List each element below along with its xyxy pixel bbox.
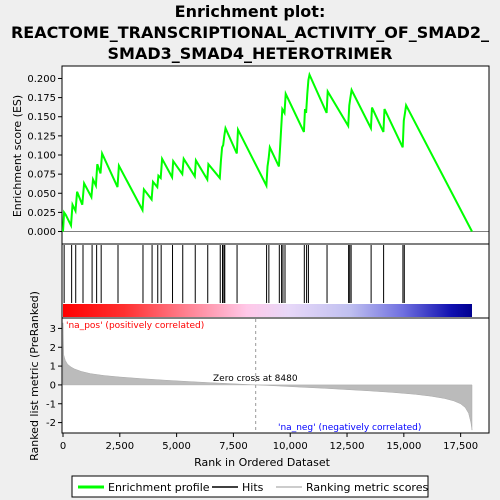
metric-y-tick-label: -2	[46, 418, 56, 429]
x-axis-title: Rank in Ordered Dataset	[194, 456, 331, 469]
es-y-tick-label: 0.150	[27, 112, 56, 123]
es-y-tick-label: 0.100	[27, 151, 56, 162]
x-tick-label: 10,000	[273, 441, 308, 452]
legend-hits-label: Hits	[242, 481, 264, 494]
x-tick-label: 15,000	[386, 441, 421, 452]
es-y-axis-title: Enrichment score (ES)	[11, 95, 24, 217]
x-tick-label: 0	[60, 441, 66, 452]
metric-y-tick-label: -1	[46, 399, 56, 410]
enrichment-profile-line	[62, 71, 473, 232]
es-y-tick-label: 0.200	[27, 74, 56, 85]
x-tick-label: 12,500	[330, 441, 365, 452]
legend-metric-label: Ranking metric scores	[306, 481, 428, 494]
metric-y-tick-label: 0	[50, 380, 56, 391]
x-tick-label: 7,500	[219, 441, 248, 452]
chart-title-line-2: REACTOME_TRANSCRIPTIONAL_ACTIVITY_OF_SMA…	[11, 23, 489, 42]
x-tick-label: 5,000	[162, 441, 191, 452]
es-y-tick-label: 0.075	[27, 170, 56, 181]
neg-correlated-label: 'na_neg' (negatively correlated)	[278, 423, 421, 433]
es-y-tick-label: 0.050	[27, 189, 56, 200]
x-tick-label: 2,500	[105, 441, 134, 452]
es-panel	[61, 65, 490, 245]
chart-title-line-3: SMAD3_SMAD4_HETEROTRIMER	[108, 44, 393, 63]
pos-correlated-label: 'na_pos' (positively correlated)	[66, 321, 204, 331]
legend-box	[71, 475, 429, 498]
es-y-tick-label: 0.175	[27, 93, 56, 104]
metric-y-axis-title: Ranked list metric (PreRanked)	[28, 291, 41, 461]
es-y-tick-label: 0.000	[27, 227, 56, 238]
metric-y-tick-label: 3	[50, 324, 56, 335]
chart-title-line-1: Enrichment plot:	[175, 2, 326, 21]
rank-color-bar	[63, 304, 472, 317]
x-tick-label: 17,500	[443, 441, 478, 452]
ranking-metric-area	[62, 322, 473, 431]
metric-y-tick-label: 2	[50, 343, 56, 354]
zero-cross-label: Zero cross at 8480	[213, 374, 298, 384]
es-y-tick-label: 0.025	[27, 208, 56, 219]
metric-panel	[61, 317, 490, 434]
legend-profile-label: Enrichment profile	[108, 481, 210, 494]
metric-y-tick-label: 1	[50, 362, 56, 373]
es-y-tick-label: 0.125	[27, 131, 56, 142]
